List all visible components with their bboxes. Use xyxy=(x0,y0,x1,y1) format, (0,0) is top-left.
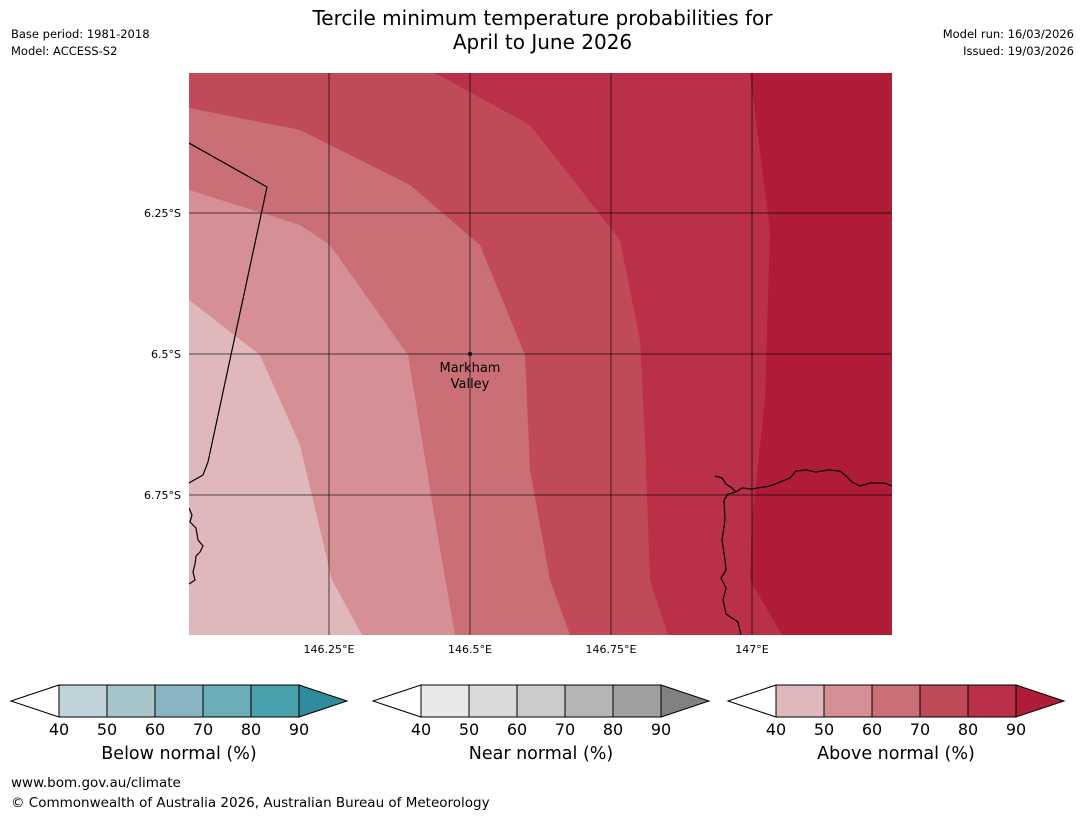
longitude-labels: 146.25°E 146.5°E 146.75°E 147°E xyxy=(304,643,769,656)
legend-above-label: Above normal (%) xyxy=(817,744,975,764)
map-title-line1: Tercile minimum temperature probabilitie… xyxy=(312,6,773,30)
latitude-labels: 6.25°S 6.5°S 6.75°S xyxy=(144,207,181,502)
place-marker-group: Markham Valley xyxy=(440,352,501,392)
legend-below-tick: 50 xyxy=(97,720,117,739)
place-label-line1: Markham xyxy=(440,361,501,376)
model-run: Model run: 16/03/2026 xyxy=(942,27,1074,41)
legend-above-min-arrow xyxy=(726,684,777,718)
legend-above-swatch-50 xyxy=(823,684,873,718)
lon-label: 147°E xyxy=(735,643,768,656)
lat-label: 6.5°S xyxy=(151,348,181,361)
legend-below-max-arrow xyxy=(298,684,349,718)
place-label-line2: Valley xyxy=(451,377,490,392)
lon-label: 146.5°E xyxy=(448,643,492,656)
meta-right: Model run: 16/03/2026 Issued: 19/03/2026 xyxy=(943,26,1074,60)
legend-near-tick: 50 xyxy=(459,720,479,739)
legend-below-swatch-80 xyxy=(250,684,300,718)
legend-near-tick: 40 xyxy=(411,720,431,739)
base-period: Base period: 1981-2018 xyxy=(11,27,150,41)
legend-near-min-arrow xyxy=(371,684,422,718)
legend-near-swatch-40 xyxy=(420,684,470,718)
legend-above-swatch-40 xyxy=(775,684,825,718)
province-border xyxy=(189,142,268,484)
meta-left: Base period: 1981-2018 Model: ACCESS-S2 xyxy=(11,26,150,60)
legend-above-tick: 40 xyxy=(766,720,786,739)
legend-below-normal: 40 50 60 70 80 90 xyxy=(9,684,349,739)
issued-date: Issued: 19/03/2026 xyxy=(963,44,1074,58)
legend-below-swatch-70 xyxy=(202,684,252,718)
legend-near-tick: 90 xyxy=(651,720,671,739)
footer-url[interactable]: www.bom.gov.au/climate xyxy=(11,775,181,791)
legend-below-tick: 90 xyxy=(289,720,309,739)
legend-above-normal: 40 50 60 70 80 90 xyxy=(726,684,1066,739)
legend-above-tick: 60 xyxy=(862,720,882,739)
legend-above-tick: 80 xyxy=(958,720,978,739)
legend-near-swatch-60 xyxy=(516,684,566,718)
legend-near-swatch-70 xyxy=(564,684,614,718)
legend-above-swatch-80 xyxy=(967,684,1017,718)
legend-above-swatch-60 xyxy=(871,684,921,718)
lon-label: 146.75°E xyxy=(586,643,637,656)
lat-label: 6.25°S xyxy=(144,207,181,220)
legend-near-tick: 70 xyxy=(555,720,575,739)
place-marker xyxy=(468,352,472,356)
lon-label: 146.25°E xyxy=(304,643,355,656)
legend-above-tick: 50 xyxy=(814,720,834,739)
legend-near-swatch-80 xyxy=(612,684,662,718)
map-title-line2: April to June 2026 xyxy=(452,30,633,54)
model-name: Model: ACCESS-S2 xyxy=(11,44,118,58)
legend-near-swatch-50 xyxy=(468,684,518,718)
legend-below-swatch-40 xyxy=(58,684,108,718)
legend-below-tick: 40 xyxy=(49,720,69,739)
map-title: Tercile minimum temperature probabilitie… xyxy=(0,6,1085,54)
legend-near-tick: 60 xyxy=(507,720,527,739)
legend-near-tick: 80 xyxy=(603,720,623,739)
coastline-gulf xyxy=(714,469,892,635)
legend-above-max-arrow xyxy=(1015,684,1066,718)
legend-below-tick: 70 xyxy=(193,720,213,739)
legend-below-swatch-50 xyxy=(106,684,156,718)
legend-below-tick: 60 xyxy=(145,720,165,739)
footer-copyright: © Commonwealth of Australia 2026, Austra… xyxy=(11,795,490,811)
legend-below-tick: 80 xyxy=(241,720,261,739)
legend-near-normal: 40 50 60 70 80 90 xyxy=(371,684,711,739)
legend-above-tick: 70 xyxy=(910,720,930,739)
boundaries xyxy=(189,142,892,635)
legend-near-label: Near normal (%) xyxy=(468,744,614,764)
lat-label: 6.75°S xyxy=(144,489,181,502)
legend-below-min-arrow xyxy=(9,684,60,718)
legend-below-label: Below normal (%) xyxy=(101,744,257,764)
legend-above-tick: 90 xyxy=(1006,720,1026,739)
legend-near-max-arrow xyxy=(660,684,711,718)
contour-40 xyxy=(189,300,362,635)
legend-below-swatch-60 xyxy=(154,684,204,718)
legend-above-swatch-70 xyxy=(919,684,969,718)
coastline-west xyxy=(189,507,204,585)
